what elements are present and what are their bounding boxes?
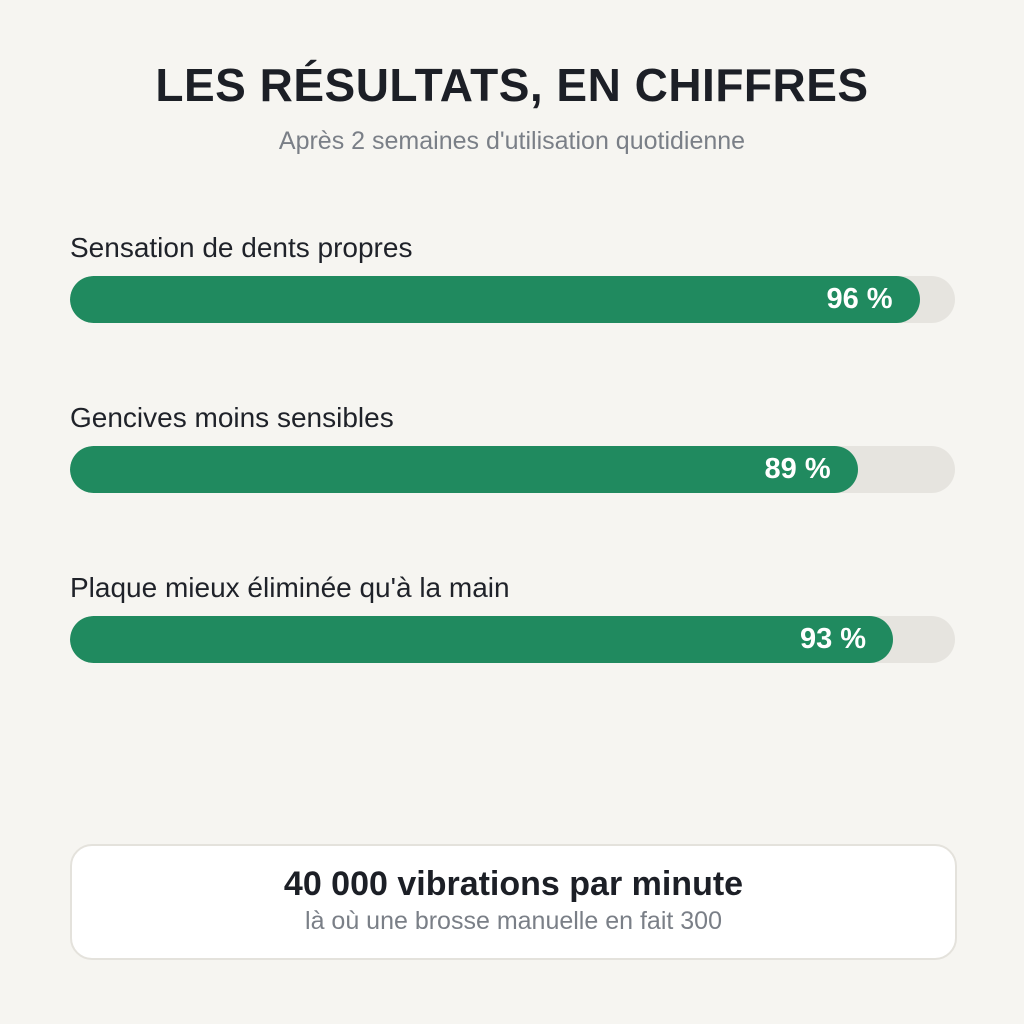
progress-fill: 93 % <box>70 616 894 663</box>
progress-fill: 89 % <box>70 446 858 493</box>
stat-label: Sensation de dents propres <box>70 232 413 263</box>
progress-track: 93 % <box>70 616 955 663</box>
percentage-value: 89 % <box>764 453 831 485</box>
stat-clean-feeling: Sensation de dents propres 96 % <box>70 232 955 323</box>
stat-plaque-removal: Plaque mieux éliminée qu'à la main 93 % <box>70 572 955 663</box>
callout-subtext: là où une brosse manuelle en fait 300 <box>305 907 722 935</box>
progress-fill: 96 % <box>70 276 920 323</box>
percentage-value: 96 % <box>826 283 893 315</box>
callout-headline: 40 000 vibrations par minute <box>283 865 744 903</box>
percentage-value: 93 % <box>799 623 867 655</box>
stat-less-sensitive-gums: Gencives moins sensibles 89 % <box>70 402 955 493</box>
stat-label: Plaque mieux éliminée qu'à la main <box>70 572 510 603</box>
progress-track: 96 % <box>70 276 955 323</box>
page-subtitle: Après 2 semaines d'utilisation quotidien… <box>278 127 746 155</box>
progress-track: 89 % <box>70 446 955 493</box>
stat-label: Gencives moins sensibles <box>70 402 394 433</box>
page-title: LES RÉSULTATS, EN CHIFFRES <box>155 59 869 111</box>
vibrations-callout-card: 40 000 vibrations par minute là où une b… <box>70 844 957 960</box>
